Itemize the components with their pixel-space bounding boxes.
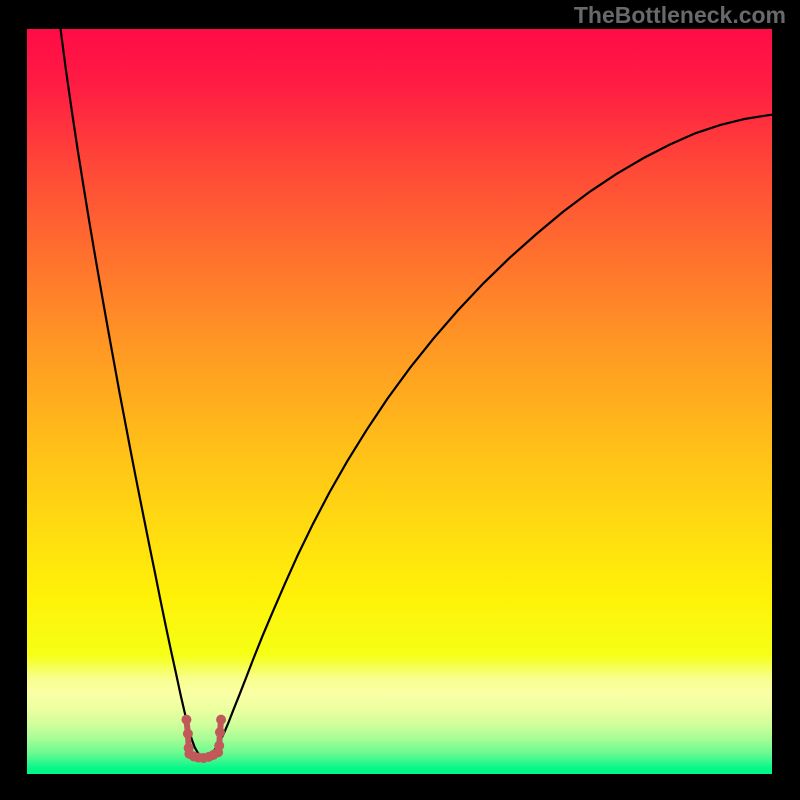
watermark-text: TheBottleneck.com bbox=[574, 2, 786, 29]
optimal-point bbox=[181, 715, 191, 725]
chart-container: TheBottleneck.com bbox=[0, 0, 800, 800]
optimal-point bbox=[215, 727, 225, 737]
gradient-background bbox=[27, 29, 772, 774]
plot-area bbox=[27, 29, 772, 774]
plot-svg bbox=[27, 29, 772, 774]
optimal-point bbox=[216, 715, 226, 725]
optimal-point bbox=[183, 729, 193, 739]
optimal-point bbox=[214, 741, 224, 751]
